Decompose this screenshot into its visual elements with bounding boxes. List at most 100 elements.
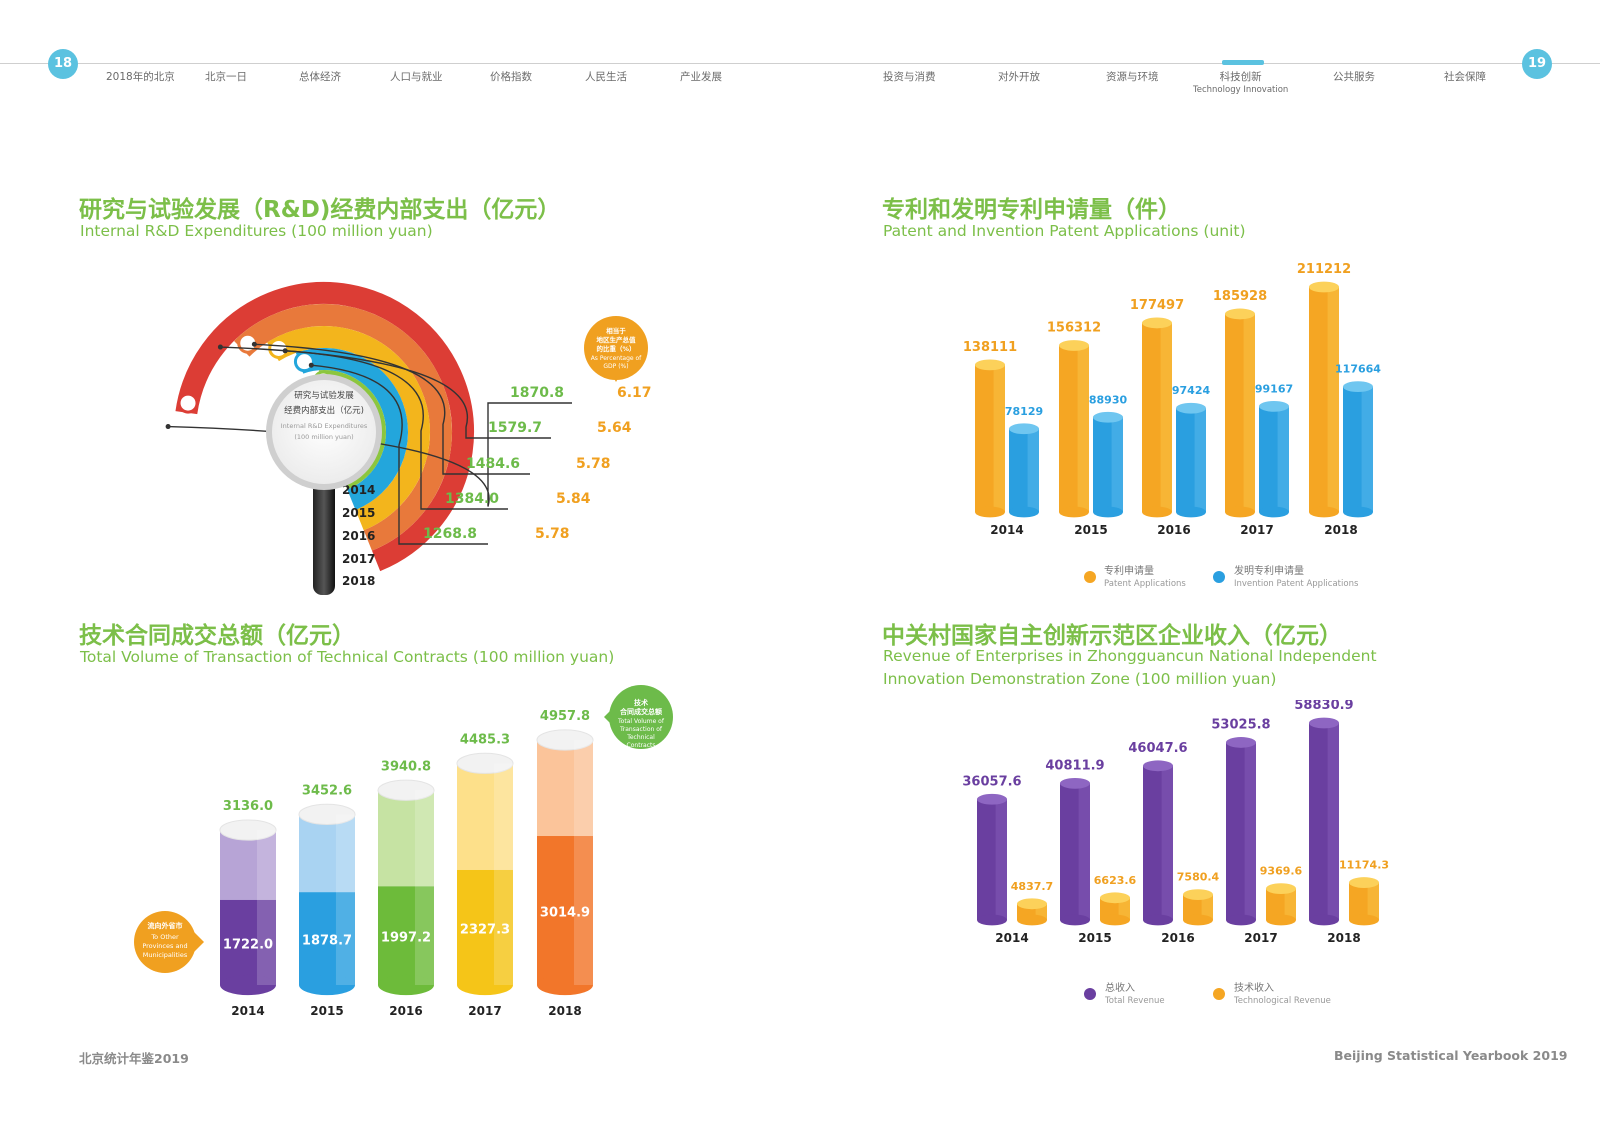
nav-item-industry[interactable]: 产业发展 (680, 71, 722, 83)
gdp-badge-line-3: 的比重（%） (596, 344, 635, 353)
legend-tech-en: Technological Revenue (1233, 996, 1331, 1006)
total-badge-line-5: Technical (626, 734, 655, 741)
patent-bar-2017 (1225, 308, 1255, 518)
contract-other-bar-2015 (299, 892, 355, 985)
nav-item-price-index[interactable]: 价格指数 (490, 71, 532, 83)
legend-tech-dot (1213, 988, 1225, 1000)
contract-bar-2017 (456, 752, 514, 996)
rd-connector-2018 (168, 402, 572, 507)
zgc-year-2017: 2017 (1244, 931, 1277, 945)
total-badge-line-4: Transaction of (619, 726, 663, 733)
zgc-title-cn: 中关村国家自主创新示范区企业收入（亿元） (882, 623, 1342, 649)
legend-invention-cn: 发明专利申请量 (1234, 564, 1304, 577)
invention-label-2016: 97424 (1172, 384, 1211, 397)
patent-label-2014: 138111 (963, 340, 1017, 355)
gdp-percentage-badge: 相当于 地区生产总值 的比重（%） As Percentage of GDP (… (584, 316, 648, 382)
legend-tech-cn: 技术收入 (1234, 981, 1274, 994)
contract-bar-2014 (219, 819, 277, 996)
patent-label-2016: 177497 (1130, 298, 1184, 313)
rd-title-cn: 研究与试验发展（R&D)经费内部支出（亿元） (79, 197, 561, 223)
magnifier-handle (313, 455, 335, 595)
contract-year-2017: 2017 (468, 1004, 501, 1018)
rd-value-2016: 1484.6 (466, 456, 520, 472)
total-badge-line-6: Contracts (627, 742, 656, 749)
rd-arc-2018 (175, 282, 474, 572)
zgc-title-en-1: Revenue of Enterprises in Zhongguancun N… (883, 647, 1377, 665)
contract-other-bar-2014 (220, 899, 276, 985)
nav-item-opening[interactable]: 对外开放 (998, 71, 1040, 83)
invention-bar-2017 (1259, 400, 1289, 518)
zgc-total-label-2017: 53025.8 (1211, 717, 1270, 732)
patent-year-2018: 2018 (1324, 523, 1357, 537)
rd-connector-dot-2014 (308, 362, 314, 368)
contract-title-en: Total Volume of Transaction of Technical… (80, 648, 615, 666)
nav-item-resources[interactable]: 资源与环境 (1106, 71, 1159, 83)
invention-bar-2018 (1343, 381, 1373, 518)
nav-item-economy[interactable]: 总体经济 (299, 71, 341, 83)
nav-item-living[interactable]: 人民生活 (585, 71, 627, 83)
other-badge-line-1: 流向外省市 (148, 921, 183, 930)
contract-title-cn: 技术合同成交总额（亿元） (79, 623, 355, 649)
zgc-tech-label-2015: 6623.6 (1094, 874, 1137, 887)
nav-item-beijing-day[interactable]: 北京一日 (205, 71, 247, 83)
contract-other-label-2014: 1722.0 (223, 937, 273, 952)
contract-total-label-2014: 3136.0 (223, 799, 273, 814)
legend-patent-dot (1084, 571, 1096, 583)
rd-connector-2014 (311, 364, 488, 545)
rd-year-2014: 2014 (342, 483, 375, 497)
contract-year-2018: 2018 (548, 1004, 581, 1018)
rd-pct-2014: 5.78 (535, 526, 570, 542)
footer-right: Beijing Statistical Yearbook 2019 (1334, 1048, 1568, 1063)
nav-item-beijing-2018[interactable]: 2018年的北京 (106, 71, 175, 83)
contract-other-label-2015: 1878.7 (302, 934, 352, 949)
rd-year-2017: 2017 (342, 552, 375, 566)
nav-item-social-security[interactable]: 社会保障 (1444, 71, 1486, 83)
legend-invention-en: Invention Patent Applications (1234, 579, 1359, 589)
zgc-total-label-2015: 40811.9 (1045, 758, 1104, 773)
invention-bar-2016 (1176, 402, 1206, 518)
rd-arc-2017 (234, 304, 452, 551)
zgc-tech-bar-2017 (1266, 883, 1296, 926)
invention-label-2017: 99167 (1255, 382, 1293, 395)
magnifier-text-en-1: Internal R&D Expenditures (281, 422, 368, 430)
rd-connector-dot-2018 (165, 424, 171, 430)
patent-bar-2016 (1142, 317, 1172, 518)
contract-year-2015: 2015 (310, 1004, 343, 1018)
contract-total-label-2016: 3940.8 (381, 759, 431, 774)
nav-item-technology[interactable]: 科技创新 Technology Innovation (1193, 69, 1288, 95)
nav-item-public-service[interactable]: 公共服务 (1333, 71, 1375, 83)
rd-value-2014: 1268.8 (423, 526, 477, 542)
rd-arc-endcap-2015 (293, 351, 315, 373)
patent-year-2014: 2014 (990, 523, 1023, 537)
invention-label-2018: 117664 (1335, 363, 1381, 376)
patent-chart: 138111 78129 2014 156312 88930 2015 177497 9742… (963, 262, 1381, 589)
patent-year-2016: 2016 (1157, 523, 1190, 537)
zgc-total-bar-2015 (1060, 777, 1090, 926)
contract-other-label-2018: 3014.9 (540, 906, 590, 921)
legend-total-en: Total Revenue (1104, 996, 1165, 1006)
contract-other-bar-2018 (537, 836, 593, 985)
zgc-tech-label-2018: 11174.3 (1339, 859, 1389, 872)
rd-year-2016: 2016 (342, 529, 375, 543)
invention-bar-2014 (1009, 423, 1039, 518)
nav-technology-sublabel: Technology Innovation (1193, 85, 1289, 95)
rd-title-en: Internal R&D Expenditures (100 million y… (80, 222, 433, 240)
zgc-year-2018: 2018 (1327, 931, 1360, 945)
zgc-tech-label-2016: 7580.4 (1177, 871, 1220, 884)
rd-connector-dot-2016 (251, 341, 257, 347)
rd-value-2018: 1870.8 (510, 385, 564, 401)
zgc-total-label-2016: 46047.6 (1128, 741, 1187, 756)
contract-year-2014: 2014 (231, 1004, 264, 1018)
zgc-total-bar-2016 (1143, 760, 1173, 926)
patent-label-2018: 211212 (1297, 262, 1351, 277)
patent-bar-2014 (975, 359, 1005, 518)
patent-title-cn: 专利和发明专利申请量（件） (882, 197, 1181, 223)
page-number-left: 18 (48, 49, 78, 79)
rd-value-2015: 1384.0 (445, 491, 499, 507)
nav-item-population[interactable]: 人口与就业 (390, 71, 443, 83)
legend-patent-cn: 专利申请量 (1104, 564, 1154, 577)
nav-item-investment[interactable]: 投资与消费 (883, 71, 936, 83)
zgc-tech-bar-2016 (1183, 889, 1213, 926)
zgc-total-label-2018: 58830.9 (1294, 700, 1353, 713)
magnifier-lens (272, 380, 376, 484)
